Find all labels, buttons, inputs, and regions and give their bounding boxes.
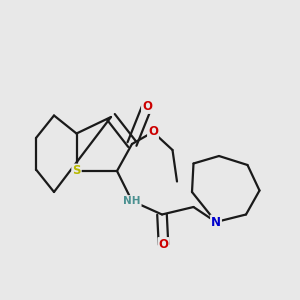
Text: N: N: [211, 215, 221, 229]
Text: S: S: [72, 164, 81, 178]
Text: NH: NH: [123, 196, 141, 206]
Text: O: O: [142, 100, 152, 113]
Text: O: O: [148, 125, 158, 139]
Text: O: O: [158, 238, 169, 251]
